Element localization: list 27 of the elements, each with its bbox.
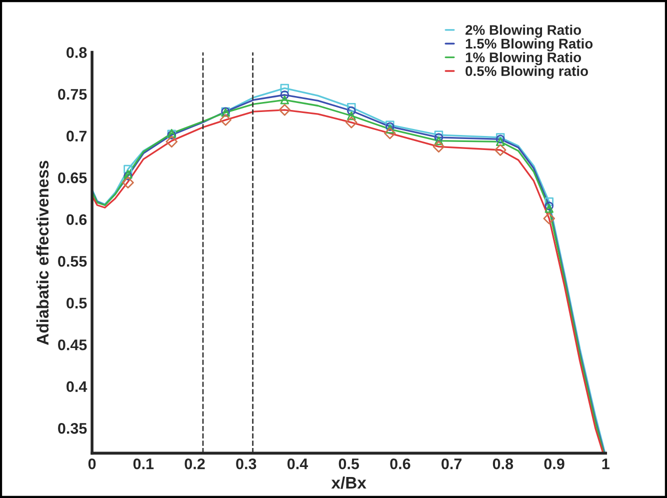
y-axis-title: Adiabatic effectiveness bbox=[36, 160, 49, 345]
y-tick-label: 0.75 bbox=[58, 88, 87, 100]
y-tick-label: 0.45 bbox=[58, 339, 87, 350]
legend-label: 0.5% Blowing ratio bbox=[466, 66, 588, 79]
y-tick-label: 0.6 bbox=[66, 214, 87, 226]
x-tick-label: 0.2 bbox=[184, 458, 205, 470]
x-tick-label: 0.8 bbox=[492, 458, 514, 470]
y-tick-label: 0.55 bbox=[58, 256, 87, 267]
legend-label: 1% Blowing Ratio bbox=[466, 52, 582, 66]
x-tick-label: 0 bbox=[88, 458, 96, 470]
x-axis-title: x/Bx bbox=[331, 476, 366, 489]
y-tick-label: 0.65 bbox=[58, 172, 87, 184]
x-tick-label: 0.3 bbox=[236, 458, 256, 470]
y-tick-label: 0.35 bbox=[58, 422, 87, 434]
y-tick-label: 0.7 bbox=[66, 130, 87, 142]
x-tick-label: 0.1 bbox=[133, 458, 154, 470]
legend-label: 2% Blowing Ratio bbox=[466, 24, 582, 38]
x-tick-label: 1 bbox=[602, 458, 610, 470]
x-tick-label: 0.6 bbox=[390, 458, 410, 470]
x-tick-label: 0.7 bbox=[442, 458, 462, 470]
x-tick-label: 0.5 bbox=[338, 458, 360, 470]
y-tick-label: 0.8 bbox=[66, 47, 87, 58]
y-tick-label: 0.4 bbox=[66, 381, 88, 392]
x-tick-label: 0.4 bbox=[287, 458, 308, 470]
legend-label: 1.5% Blowing Ratio bbox=[466, 38, 593, 52]
x-tick-label: 0.9 bbox=[544, 458, 564, 470]
y-tick-label: 0.5 bbox=[66, 298, 87, 309]
